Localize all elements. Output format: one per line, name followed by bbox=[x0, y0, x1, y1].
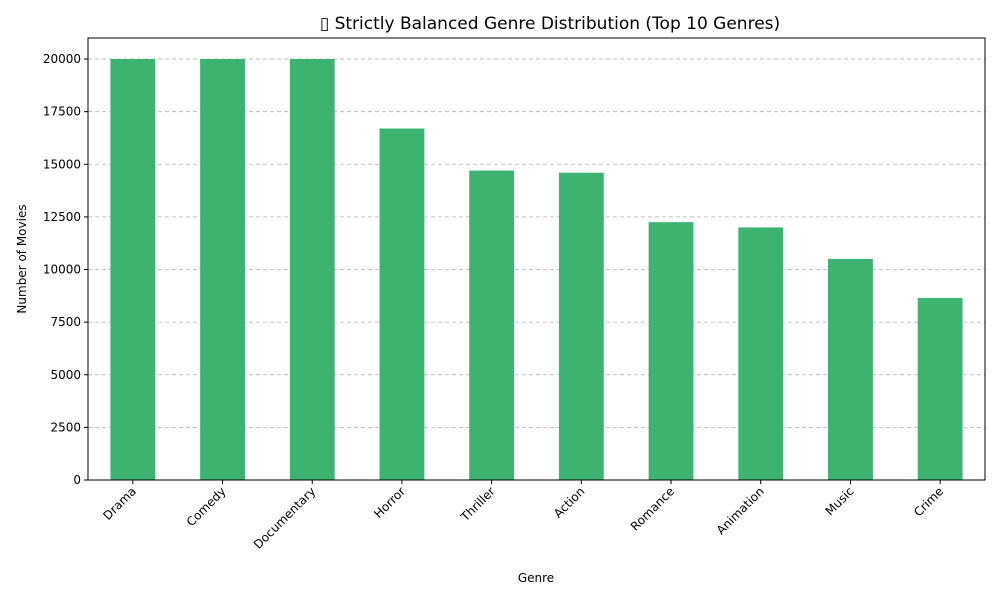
bar-animation bbox=[738, 227, 784, 480]
x-tick-label: Music bbox=[823, 484, 857, 518]
bar-drama bbox=[110, 59, 156, 481]
bar-horror bbox=[379, 128, 425, 480]
x-tick-label: Animation bbox=[714, 484, 767, 537]
x-tick-label: Comedy bbox=[184, 484, 229, 529]
y-tick-label: 17500 bbox=[43, 105, 81, 119]
y-tick-label: 5000 bbox=[50, 368, 81, 382]
bar-thriller bbox=[469, 170, 515, 480]
bars bbox=[110, 59, 963, 481]
y-tick-label: 12500 bbox=[43, 210, 81, 224]
x-tick-label: Action bbox=[551, 484, 587, 520]
y-tick-label: 15000 bbox=[43, 157, 81, 171]
bar-comedy bbox=[200, 59, 245, 481]
x-axis: Drama Comedy Documentary Horror Thriller Acti… bbox=[100, 480, 946, 552]
y-tick-label: 2500 bbox=[50, 420, 81, 434]
y-axis-label: Number of Movies bbox=[15, 204, 29, 313]
y-tick-label: 20000 bbox=[43, 52, 81, 66]
bar-action bbox=[558, 172, 604, 480]
y-tick-label: 10000 bbox=[43, 263, 81, 277]
y-axis: 0 2500 5000 7500 10000 12500 15000 17500 20000 bbox=[43, 52, 88, 487]
x-tick-label: Thriller bbox=[457, 484, 497, 524]
y-tick-label: 7500 bbox=[50, 315, 81, 329]
x-tick-label: Horror bbox=[371, 484, 408, 521]
chart-title: ▯ Strictly Balanced Genre Distribution (… bbox=[320, 14, 780, 34]
bar-crime bbox=[917, 297, 963, 480]
bar-documentary bbox=[289, 59, 335, 481]
bar-music bbox=[828, 259, 873, 480]
x-tick-label: Romance bbox=[628, 484, 677, 533]
bar-romance bbox=[648, 222, 694, 480]
x-tick-label: Drama bbox=[100, 484, 139, 523]
x-tick-label: Crime bbox=[911, 484, 946, 519]
y-tick-label: 0 bbox=[73, 473, 81, 487]
plot-frame bbox=[87, 37, 986, 481]
x-tick-label: Documentary bbox=[251, 484, 319, 552]
x-axis-label: Genre bbox=[518, 571, 554, 585]
